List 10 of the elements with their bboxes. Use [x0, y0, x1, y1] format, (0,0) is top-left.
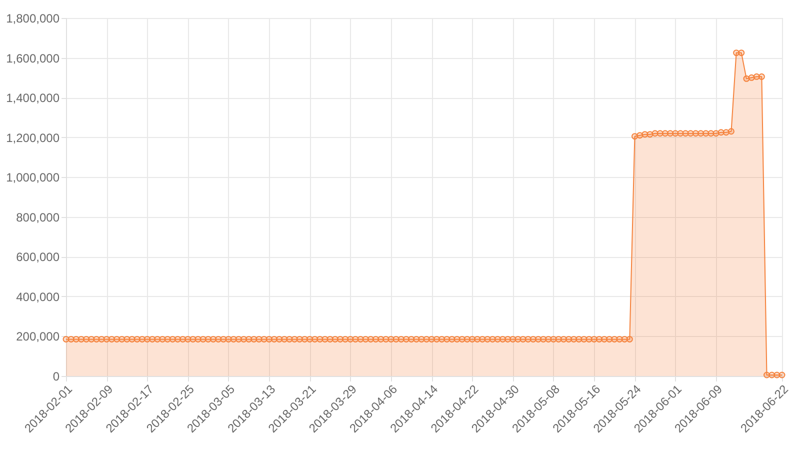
- y-tick-label: 1,800,000: [6, 12, 60, 26]
- y-tick-label: 200,000: [16, 330, 60, 344]
- y-tick-label: 400,000: [16, 290, 60, 304]
- y-tick-label: 0: [52, 370, 60, 384]
- y-tick-label: 1,000,000: [6, 170, 60, 185]
- y-tick-label: 1,600,000: [6, 51, 60, 66]
- y-tick-label: 600,000: [16, 250, 60, 264]
- y-tick-label: 1,200,000: [6, 130, 60, 145]
- y-tick-label: 1,400,000: [6, 91, 60, 106]
- y-tick-label: 800,000: [16, 210, 60, 224]
